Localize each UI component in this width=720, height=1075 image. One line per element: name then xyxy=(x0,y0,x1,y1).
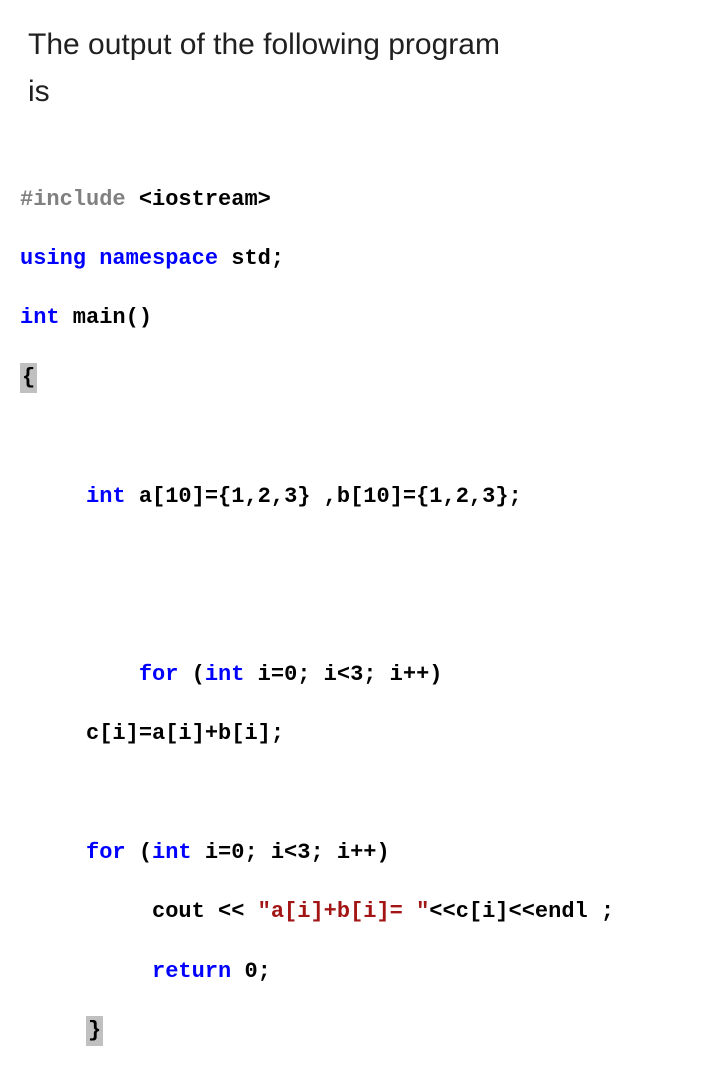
tok: ( xyxy=(126,840,152,865)
tok-num: 10 xyxy=(165,484,191,509)
tok: , xyxy=(443,484,456,509)
code-line-6: int a[10]={1,2,3} ,b[10]={1,2,3}; xyxy=(20,482,700,512)
tok-num: 3 xyxy=(350,662,363,687)
tok-std: std; xyxy=(218,246,284,271)
tok: <<c[i]<<endl ; xyxy=(429,899,614,924)
tok-num: 1 xyxy=(231,484,244,509)
code-line-3: int main() xyxy=(20,303,700,333)
code-line-2: using namespace std; xyxy=(20,244,700,274)
tok-int: int xyxy=(86,484,126,509)
tok: a[ xyxy=(126,484,166,509)
tok: ; i< xyxy=(297,662,350,687)
tok-string: "a[i]+b[i]= " xyxy=(258,899,430,924)
question-line2: is xyxy=(28,75,50,108)
tok-num: 1 xyxy=(429,484,442,509)
code-line-10: c[i]=a[i]+b[i]; xyxy=(20,719,700,749)
tok: ; i< xyxy=(244,840,297,865)
tok: , xyxy=(469,484,482,509)
tok: ]={ xyxy=(192,484,232,509)
code-line-4: { xyxy=(20,363,700,393)
tok-using: using xyxy=(20,246,86,271)
tok: ( xyxy=(178,662,204,687)
tok-include: #include xyxy=(20,187,126,212)
tok xyxy=(231,959,244,984)
tok: c[i]=a[i]+b[i]; xyxy=(86,721,284,746)
tok-return: return xyxy=(152,959,231,984)
tok-int: int xyxy=(152,840,192,865)
code-line-14: return 0; xyxy=(20,957,700,987)
tok: i= xyxy=(244,662,284,687)
tok-cout: cout << xyxy=(152,899,258,924)
tok: }; xyxy=(495,484,521,509)
tok-brace-close: } xyxy=(86,1016,103,1046)
tok-num: 3 xyxy=(297,840,310,865)
code-line-15: } xyxy=(20,1016,700,1046)
code-line-1: #include <iostream> xyxy=(20,185,700,215)
code-line-8 xyxy=(20,600,700,630)
tok-angle-open: < xyxy=(126,187,152,212)
tok: i= xyxy=(192,840,232,865)
question-line1: The output of the following program xyxy=(28,28,500,61)
tok: , xyxy=(271,484,284,509)
tok-num: 2 xyxy=(258,484,271,509)
code-line-7 xyxy=(20,541,700,571)
tok: ]={ xyxy=(390,484,430,509)
tok-num: 10 xyxy=(363,484,389,509)
tok-angle-close: > xyxy=(258,187,271,212)
tok: ; xyxy=(258,959,271,984)
tok-int: int xyxy=(205,662,245,687)
tok-namespace: namespace xyxy=(86,246,218,271)
code-line-12: for (int i=0; i<3; i++) xyxy=(20,838,700,868)
tok-num: 0 xyxy=(284,662,297,687)
tok-num: 3 xyxy=(482,484,495,509)
code-block: #include <iostream> using namespace std;… xyxy=(0,125,720,1075)
tok-int: int xyxy=(20,305,60,330)
tok: , xyxy=(244,484,257,509)
question-text: The output of the following program is xyxy=(0,0,720,125)
tok-num: 0 xyxy=(244,959,257,984)
tok-main: main() xyxy=(60,305,152,330)
tok-for: for xyxy=(139,662,179,687)
code-line-5 xyxy=(20,422,700,452)
tok-for: for xyxy=(86,840,126,865)
tok-num: 2 xyxy=(456,484,469,509)
tok: } ,b[ xyxy=(297,484,363,509)
tok: ; i++) xyxy=(363,662,442,687)
tok-num: 0 xyxy=(231,840,244,865)
tok-num: 3 xyxy=(284,484,297,509)
code-line-11 xyxy=(20,778,700,808)
tok: ; i++) xyxy=(310,840,389,865)
code-line-9: for (int i=0; i<3; i++) xyxy=(20,660,700,690)
tok-brace-open: { xyxy=(20,363,37,393)
code-line-13: cout << "a[i]+b[i]= "<<c[i]<<endl ; xyxy=(20,897,700,927)
tok-header: iostream xyxy=(152,187,258,212)
